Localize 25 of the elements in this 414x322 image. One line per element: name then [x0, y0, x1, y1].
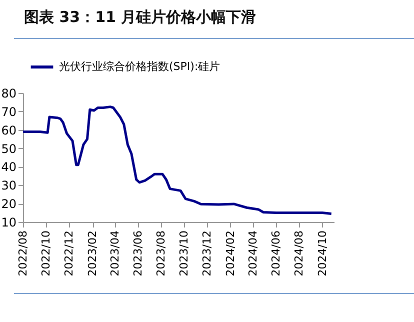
y-tick-label: 40: [1, 160, 16, 174]
y-tick-label: 70: [1, 104, 16, 119]
x-tick-label: 2023/04: [108, 230, 122, 276]
x-tick-label: 2023/02: [86, 230, 100, 276]
chart-title: 图表 33：11 月硅片价格小幅下滑: [24, 8, 256, 27]
y-tick-label: 10: [1, 216, 16, 230]
x-tick-label: 2023/12: [200, 230, 214, 276]
y-tick-label: 60: [1, 123, 16, 138]
legend-label: 光伏行业综合价格指数(SPI):硅片: [59, 60, 220, 73]
x-tick-label: 2022/10: [40, 230, 53, 276]
x-tick-label: 2024/10: [316, 230, 329, 276]
x-tick-label: 2024/04: [246, 230, 260, 276]
x-tick-label: 2024/08: [292, 230, 306, 276]
y-tick-label: 30: [1, 178, 16, 193]
x-tick-label: 2023/06: [131, 230, 144, 276]
y-tick-label: 20: [1, 197, 16, 212]
x-tick-label: 2023/08: [154, 230, 168, 276]
line-series: [22, 106, 333, 215]
x-tick-label: 2022/08: [16, 230, 30, 276]
y-tick-label: 80: [1, 86, 16, 100]
y-tick-label: 50: [1, 142, 16, 156]
x-tick-label: 2023/10: [177, 230, 190, 276]
x-tick-label: 2024/02: [224, 230, 237, 276]
x-tick-label: 2022/12: [62, 230, 76, 276]
x-tick-label: 2024/06: [270, 230, 283, 276]
